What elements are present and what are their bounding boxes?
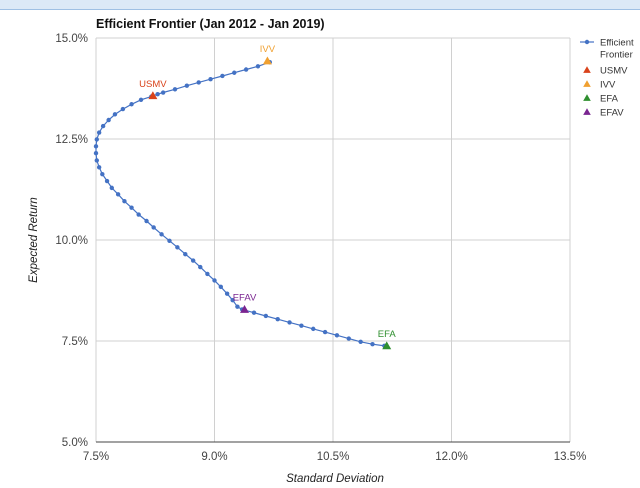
frontier-point	[129, 102, 134, 107]
label-usmv: USMV	[139, 79, 167, 90]
frontier-point	[184, 83, 190, 88]
legend-label-efav: EFAV	[600, 108, 624, 119]
x-tick-label: 10.5%	[317, 451, 350, 463]
frontier-point	[251, 310, 257, 315]
frontier-point	[190, 258, 196, 263]
marker-layer: USMV IVV EFA EFAV	[139, 44, 397, 350]
frontier-point	[94, 158, 99, 163]
frontier-point	[129, 205, 134, 210]
frontier-point	[322, 329, 328, 335]
frontier-point	[358, 339, 363, 345]
frontier-point	[100, 123, 106, 129]
frontier-point	[220, 73, 225, 79]
frontier-point	[122, 199, 127, 204]
marker-ivv	[262, 56, 272, 65]
frontier-point	[230, 297, 235, 303]
frontier-point	[175, 245, 180, 250]
y-axis-title: Expected Return	[28, 197, 40, 283]
efficient-frontier-line	[95, 61, 385, 347]
frontier-point	[172, 87, 178, 92]
legend-label-ivv: IVV	[600, 80, 616, 91]
frontier-point	[299, 323, 304, 328]
axis-layer: 7.5% 9.0% 10.5% 12.0% 13.5% 5.0% 7.5% 10.0% 12.5…	[28, 33, 586, 485]
frontier-point	[96, 165, 102, 170]
legend-triangle-efa	[583, 94, 591, 101]
frontier-point	[138, 97, 144, 103]
frontier-point	[212, 278, 217, 283]
x-tick-label: 13.5%	[554, 451, 587, 463]
frontier-point	[144, 218, 149, 224]
frontier-point	[232, 70, 237, 75]
frontier-point	[208, 77, 213, 82]
marker-efa	[382, 341, 392, 350]
frontier-point	[93, 150, 99, 156]
y-tick-label: 15.0%	[55, 33, 88, 45]
frontier-point	[243, 67, 249, 72]
legend-label-efa: EFA	[600, 94, 619, 105]
frontier-point	[224, 291, 230, 296]
marker-usmv	[148, 91, 158, 100]
top-band	[0, 0, 640, 10]
frontier-point	[159, 232, 164, 237]
legend-point-symbol	[584, 39, 590, 45]
frontier-point	[100, 171, 105, 177]
frontier-point	[205, 271, 210, 277]
frontier-point	[115, 192, 121, 197]
frontier-point	[311, 326, 316, 332]
frontier-point	[263, 313, 269, 319]
label-efav: EFAV	[233, 292, 257, 303]
x-tick-label: 7.5%	[83, 451, 109, 463]
frontier-point	[275, 316, 280, 322]
legend-triangle-usmv	[583, 66, 591, 73]
label-ivv: IVV	[260, 44, 276, 55]
frontier-point	[167, 238, 172, 244]
x-axis-title: Standard Deviation	[286, 473, 384, 485]
marker-efav	[240, 304, 250, 313]
legend-label-line2: Frontier	[600, 50, 633, 61]
legend-label: Efficient	[600, 38, 634, 49]
frontier-point	[235, 304, 240, 309]
y-tick-label: 5.0%	[62, 437, 88, 449]
frontier-point	[255, 64, 261, 69]
frontier-point	[94, 137, 99, 142]
frontier-point	[198, 264, 203, 270]
frontier-point	[93, 144, 99, 149]
chart-title: Efficient Frontier (Jan 2012 - Jan 2019)	[96, 17, 325, 31]
legend-triangle-efav	[583, 108, 591, 115]
grid-layer	[95, 37, 571, 443]
label-efa: EFA	[378, 329, 397, 340]
frontier-point	[106, 117, 111, 123]
frontier-point	[96, 130, 102, 135]
frontier-point	[120, 106, 126, 112]
frontier-point	[104, 178, 110, 184]
frontier-point	[112, 112, 118, 117]
y-tick-label: 7.5%	[62, 336, 88, 348]
x-tick-label: 9.0%	[201, 451, 227, 463]
series-layer	[93, 60, 387, 349]
frontier-point	[136, 212, 141, 217]
frontier-point	[155, 91, 160, 97]
frontier-point	[218, 284, 224, 290]
frontier-point	[287, 320, 292, 325]
x-tick-label: 12.0%	[435, 451, 468, 463]
y-tick-label: 10.0%	[55, 235, 88, 247]
frontier-point	[196, 80, 201, 85]
frontier-point	[346, 336, 351, 341]
frontier-point	[183, 251, 188, 257]
frontier-point	[151, 225, 156, 230]
frontier-point	[370, 342, 375, 347]
legend-triangle-ivv	[583, 80, 591, 87]
frontier-point	[109, 185, 115, 191]
frontier-point	[160, 90, 166, 95]
y-tick-label: 12.5%	[55, 134, 88, 146]
legend-label-usmv: USMV	[600, 66, 628, 77]
frontier-point	[334, 333, 340, 338]
